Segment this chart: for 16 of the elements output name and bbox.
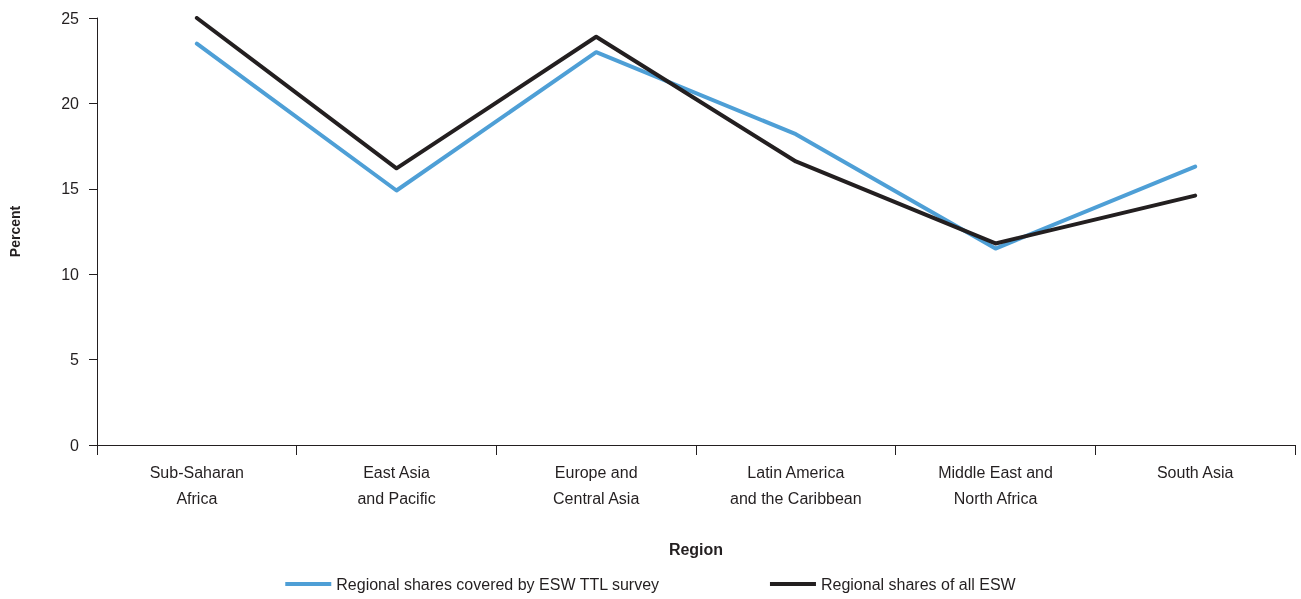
y-axis-title: Percent	[7, 205, 23, 258]
x-tick-label: East Asia and Pacific	[357, 463, 436, 507]
legend-label: Regional shares of all ESW	[820, 575, 1017, 593]
x-tick-label: Middle East and North Africa	[938, 463, 1053, 507]
legend-label: Regional shares covered by ESW TTL survey	[336, 575, 660, 593]
x-tick-label: Europe and Central Asia	[553, 463, 640, 507]
y-tick-label: 25	[61, 9, 80, 27]
x-tick-label: Sub-Saharan Africa	[149, 463, 244, 507]
x-tick-label: Latin America and the Caribbean	[730, 463, 862, 507]
x-axis-title: Region	[668, 540, 724, 558]
y-tick-label: 20	[61, 94, 80, 112]
y-tick-label: 10	[61, 265, 80, 283]
y-tick-label: 5	[70, 351, 80, 369]
y-tick-label: 15	[61, 180, 80, 198]
y-tick-label: 0	[70, 436, 80, 454]
x-tick-label: South Asia	[1156, 463, 1234, 481]
